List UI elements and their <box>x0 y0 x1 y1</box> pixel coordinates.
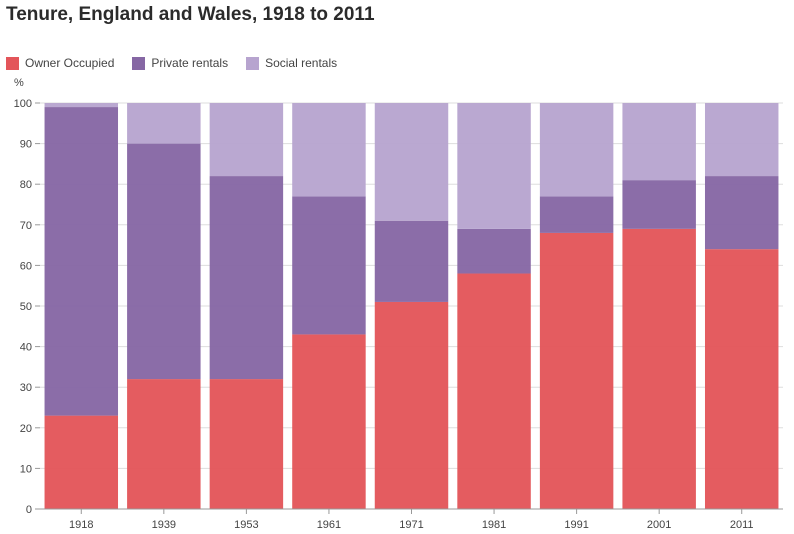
legend-label-social-rentals: Social rentals <box>265 56 338 70</box>
y-tick-label-90: 90 <box>20 139 32 151</box>
legend-item-private-rentals[interactable]: Private rentals <box>132 56 228 70</box>
y-tick-label-0: 0 <box>26 504 32 516</box>
x-tick-label-1961: 1961 <box>317 519 341 531</box>
bar-social-rentals-2001 <box>622 103 696 181</box>
bar-private-rentals-1981 <box>457 228 531 274</box>
x-tick-label-1953: 1953 <box>234 519 258 531</box>
y-axis-label: % <box>14 77 24 89</box>
bar-private-rentals-1971 <box>374 220 449 302</box>
y-tick-label-10: 10 <box>20 463 32 475</box>
y-tick-label-70: 70 <box>20 220 32 232</box>
bar-private-rentals-2011 <box>704 176 779 250</box>
y-tick-label-40: 40 <box>20 342 32 354</box>
x-tick-label-1981: 1981 <box>482 519 506 531</box>
y-tick-label-20: 20 <box>20 423 32 435</box>
y-tick-label-60: 60 <box>20 260 32 272</box>
y-tick-label-30: 30 <box>20 382 32 394</box>
x-tick-label-2001: 2001 <box>647 519 671 531</box>
legend-label-owner-occupied: Owner Occupied <box>25 56 115 70</box>
x-tick-label-1939: 1939 <box>152 519 176 531</box>
bar-social-rentals-1939 <box>127 103 201 144</box>
bar-owner-occupied-1918 <box>44 415 119 509</box>
y-tick-label-100: 100 <box>14 98 32 110</box>
x-tick-label-2011: 2011 <box>730 519 754 531</box>
bar-social-rentals-1918 <box>44 103 119 108</box>
legend-swatch-owner-occupied <box>6 56 19 70</box>
y-tick-label-50: 50 <box>20 301 32 313</box>
x-tick-label-1918: 1918 <box>69 519 93 531</box>
bar-social-rentals-1981 <box>457 103 531 229</box>
bar-social-rentals-2011 <box>704 103 779 177</box>
bar-owner-occupied-1981 <box>457 273 531 509</box>
bar-social-rentals-1961 <box>292 103 366 197</box>
legend-swatch-social-rentals <box>246 56 260 70</box>
bar-owner-occupied-1939 <box>127 379 201 509</box>
bar-owner-occupied-1991 <box>539 232 614 510</box>
bar-owner-occupied-2001 <box>622 228 696 510</box>
bar-private-rentals-2001 <box>622 180 696 229</box>
bar-owner-occupied-1953 <box>209 379 284 509</box>
x-tick-label-1991: 1991 <box>564 519 588 531</box>
legend-label-private-rentals: Private rentals <box>151 56 229 70</box>
bar-owner-occupied-2011 <box>704 249 779 509</box>
bar-social-rentals-1991 <box>539 103 614 197</box>
bar-private-rentals-1918 <box>44 107 119 416</box>
bar-private-rentals-1991 <box>539 196 614 233</box>
bar-social-rentals-1971 <box>374 103 449 221</box>
legend-item-social-rentals[interactable]: Social rentals <box>246 56 337 70</box>
bar-private-rentals-1961 <box>292 196 366 335</box>
x-tick-label-1971: 1971 <box>399 519 423 531</box>
bar-private-rentals-1939 <box>127 143 201 380</box>
bar-owner-occupied-1971 <box>374 301 449 509</box>
chart-title: Tenure, England and Wales, 1918 to 2011 <box>6 4 375 25</box>
bar-private-rentals-1953 <box>209 176 284 380</box>
legend-swatch-private-rentals <box>132 56 146 70</box>
bar-owner-occupied-1961 <box>292 334 366 509</box>
legend: Owner Occupied Private rentals Social re… <box>6 56 337 70</box>
legend-item-owner-occupied[interactable]: Owner Occupied <box>6 56 114 70</box>
bar-social-rentals-1953 <box>209 103 284 177</box>
y-tick-label-80: 80 <box>20 179 32 191</box>
